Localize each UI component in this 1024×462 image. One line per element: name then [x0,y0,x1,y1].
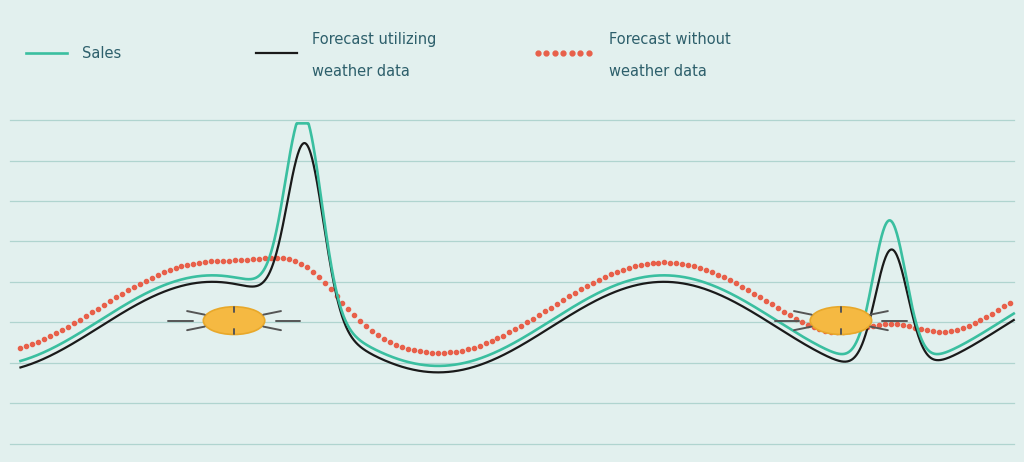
Text: Forecast utilizing: Forecast utilizing [312,32,436,47]
Circle shape [810,307,871,334]
Text: weather data: weather data [312,64,411,79]
Text: Sales: Sales [82,46,121,61]
Text: weather data: weather data [609,64,708,79]
Text: Forecast without: Forecast without [609,32,731,47]
Circle shape [204,307,265,334]
